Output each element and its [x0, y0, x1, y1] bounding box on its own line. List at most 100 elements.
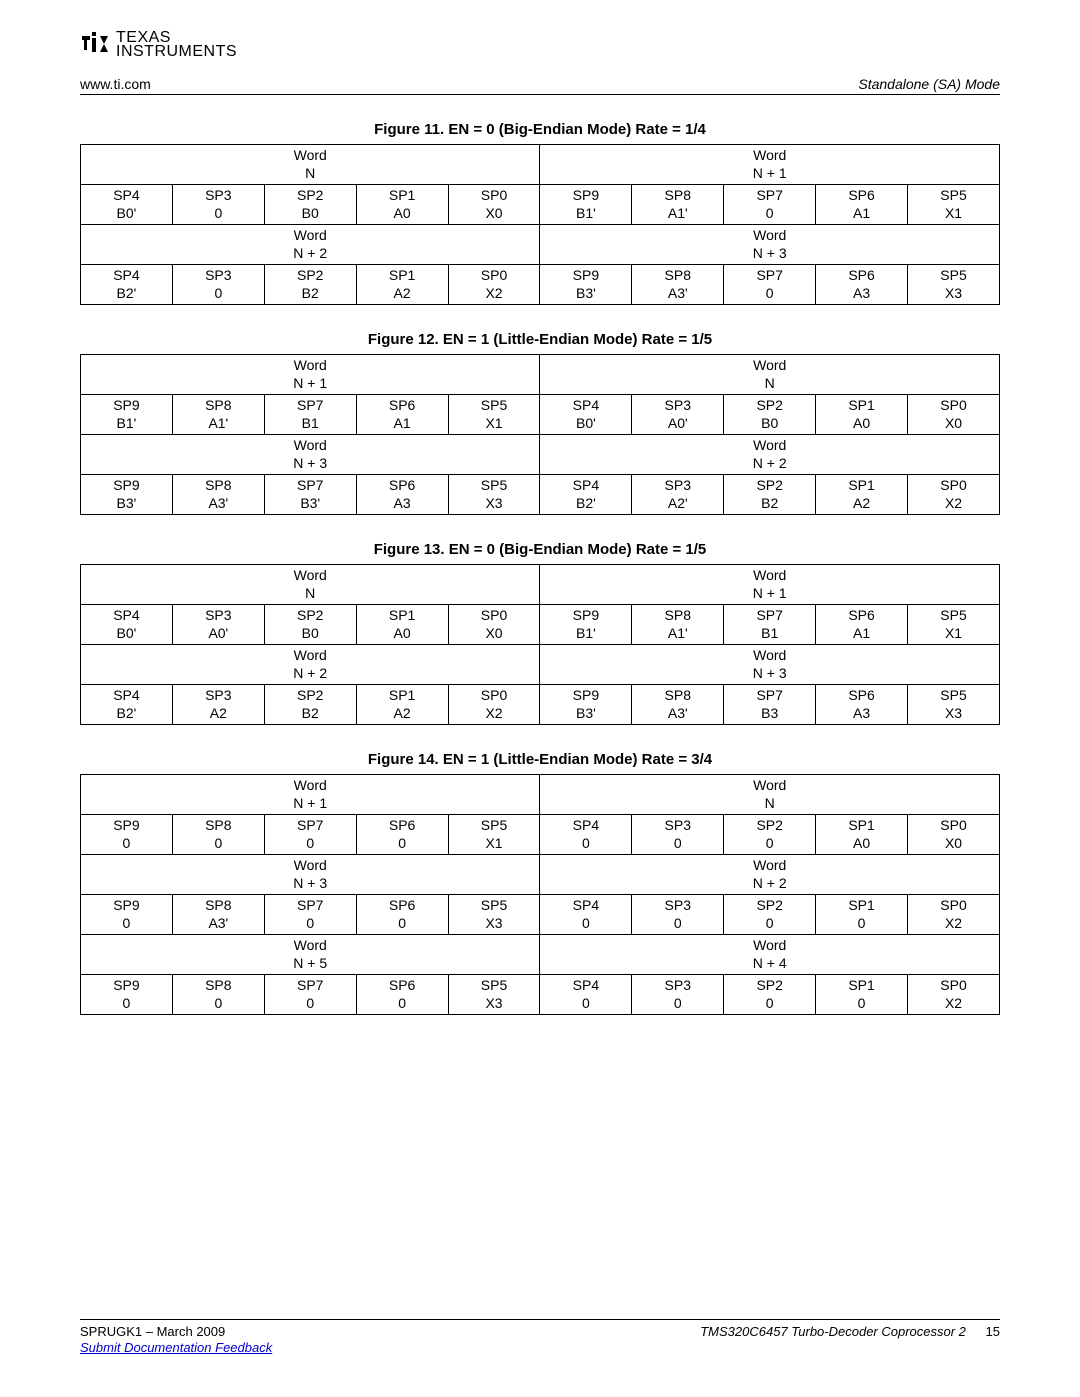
table-cell: SP0X0: [448, 605, 540, 645]
cell-top: SP2: [265, 687, 356, 705]
cell-bottom: X1: [908, 205, 999, 223]
table-cell: SP20: [724, 895, 816, 935]
cell-bottom: X1: [908, 625, 999, 643]
cell-bottom: 0: [816, 915, 907, 933]
table-cell: SP1A2: [816, 475, 908, 515]
table-cell: SP4B2': [81, 685, 173, 725]
table-cell: SP90: [81, 815, 173, 855]
table-cell: SP5X1: [908, 605, 1000, 645]
table-cell: SP6A1: [816, 185, 908, 225]
table-cell: SP5X1: [908, 185, 1000, 225]
cell-top: SP5: [449, 397, 540, 415]
cell-bottom: B1: [724, 625, 815, 643]
cell-top: SP1: [816, 397, 907, 415]
cell-top: SP7: [724, 267, 815, 285]
cell-top: SP8: [173, 897, 264, 915]
table-cell: SP90: [81, 895, 173, 935]
cell-top: SP7: [265, 897, 356, 915]
cell-top: SP1: [816, 477, 907, 495]
table-cell: SP9B1': [540, 185, 632, 225]
cell-bottom: B0': [81, 625, 172, 643]
table-cell: SP10: [816, 895, 908, 935]
word-index: N: [81, 165, 539, 183]
word-label: Word: [540, 567, 999, 585]
table-cell: SP8A3': [172, 895, 264, 935]
cell-top: SP3: [173, 187, 264, 205]
cell-bottom: 0: [357, 915, 448, 933]
cell-bottom: X2: [449, 285, 540, 303]
word-index: N + 4: [540, 955, 999, 973]
cell-top: SP7: [265, 817, 356, 835]
table-cell: SP1A0: [356, 605, 448, 645]
cell-top: SP9: [81, 897, 172, 915]
header-url[interactable]: www.ti.com: [80, 76, 151, 92]
table-cell: SP0X2: [908, 975, 1000, 1015]
cell-bottom: A1': [173, 415, 264, 433]
cell-bottom: A2: [816, 495, 907, 513]
cell-bottom: X0: [908, 415, 999, 433]
table-cell: SP6A1: [356, 395, 448, 435]
word-index: N + 1: [540, 585, 999, 603]
cell-top: SP1: [816, 897, 907, 915]
cell-bottom: X2: [908, 495, 999, 513]
cell-top: SP3: [632, 477, 723, 495]
cell-bottom: X2: [908, 995, 999, 1013]
cell-top: SP5: [449, 477, 540, 495]
word-label: Word: [81, 227, 539, 245]
cell-top: SP4: [540, 817, 631, 835]
table-cell: SP5X3: [908, 265, 1000, 305]
cell-bottom: 0: [357, 995, 448, 1013]
cell-top: SP7: [724, 187, 815, 205]
cell-top: SP4: [540, 897, 631, 915]
table-cell: SP6A3: [816, 265, 908, 305]
submit-feedback-link[interactable]: Submit Documentation Feedback: [80, 1340, 272, 1355]
table-cell: SP10: [816, 975, 908, 1015]
figure-12-table: WordN + 1 WordN SP9B1'SP8A1'SP7B1SP6A1SP…: [80, 354, 1000, 515]
cell-top: SP8: [173, 817, 264, 835]
table-cell: SP5X1: [448, 815, 540, 855]
ti-logo-icon: [80, 30, 110, 62]
cell-top: SP8: [173, 397, 264, 415]
cell-bottom: X3: [449, 915, 540, 933]
table-cell: SP30: [632, 895, 724, 935]
figure-11-table: WordN WordN + 1 SP4B0'SP30SP2B0SP1A0SP0X…: [80, 144, 1000, 305]
cell-bottom: B2': [81, 285, 172, 303]
table-cell: SP70: [724, 265, 816, 305]
table-cell: SP0X0: [908, 815, 1000, 855]
cell-bottom: A1: [816, 205, 907, 223]
cell-bottom: B2: [724, 495, 815, 513]
word-label: Word: [81, 147, 539, 165]
word-label: Word: [540, 437, 999, 455]
figure-11-title: Figure 11. EN = 0 (Big-Endian Mode) Rate…: [80, 121, 1000, 138]
cell-bottom: A1: [816, 625, 907, 643]
cell-top: SP1: [357, 687, 448, 705]
cell-top: SP7: [265, 397, 356, 415]
cell-top: SP2: [265, 187, 356, 205]
cell-bottom: A1': [632, 205, 723, 223]
table-cell: SP30: [632, 815, 724, 855]
table-cell: SP4B0': [81, 605, 173, 645]
table-cell: SP40: [540, 975, 632, 1015]
table-cell: SP5X3: [448, 475, 540, 515]
cell-bottom: 0: [540, 995, 631, 1013]
word-label: Word: [81, 647, 539, 665]
footer-page-number: 15: [986, 1324, 1000, 1339]
word-index: N: [81, 585, 539, 603]
cell-top: SP7: [265, 477, 356, 495]
table-cell: SP4B0': [81, 185, 173, 225]
cell-top: SP6: [357, 977, 448, 995]
cell-bottom: X1: [449, 415, 540, 433]
cell-top: SP9: [81, 977, 172, 995]
cell-bottom: X0: [449, 205, 540, 223]
table-cell: SP7B1: [724, 605, 816, 645]
cell-top: SP3: [632, 897, 723, 915]
cell-top: SP4: [81, 607, 172, 625]
cell-top: SP4: [81, 187, 172, 205]
cell-top: SP3: [173, 687, 264, 705]
cell-top: SP0: [449, 687, 540, 705]
cell-top: SP5: [449, 817, 540, 835]
table-cell: SP40: [540, 895, 632, 935]
cell-bottom: A1': [632, 625, 723, 643]
word-index: N + 2: [81, 665, 539, 683]
header-rule: [80, 94, 1000, 95]
